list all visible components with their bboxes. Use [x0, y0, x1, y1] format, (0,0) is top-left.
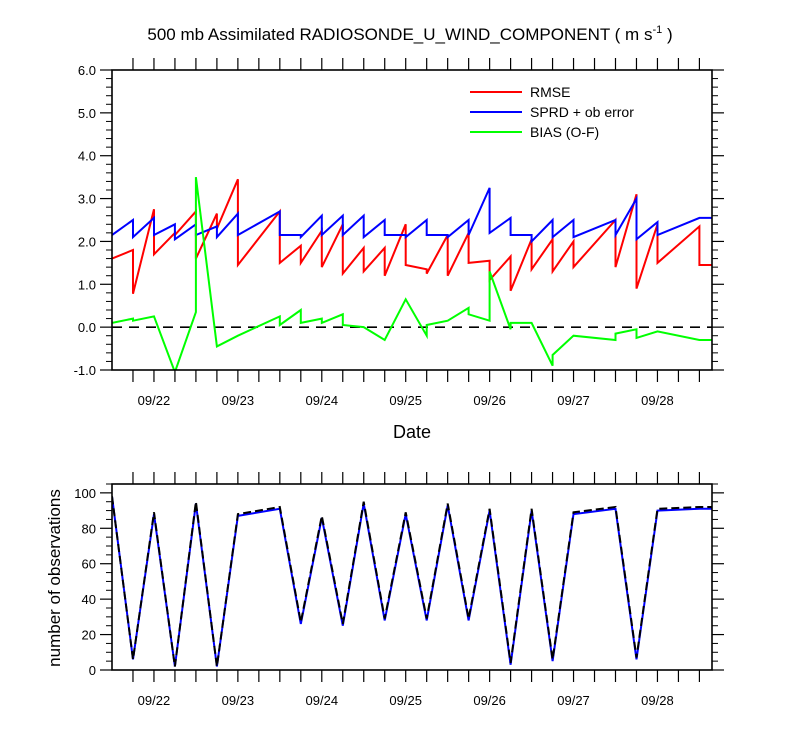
top-y-tick-label: 4.0 — [78, 149, 96, 164]
bottom-y-tick-label: 40 — [82, 592, 96, 607]
bottom-x-tick-label: 09/23 — [222, 693, 255, 708]
bottom-panel: 0 20 40 60 80 100 09/22 09/23 09/24 09/25 09/26 09/… — [45, 472, 724, 708]
bottom-plot-frame — [111, 483, 713, 671]
bottom-series-observations-assimilated — [112, 496, 712, 667]
bottom-x-tick-label: 09/24 — [306, 693, 339, 708]
bottom-x-tick-label: 09/28 — [641, 693, 674, 708]
bottom-series-observations-total — [112, 496, 712, 667]
top-y-tick-label: 1.0 — [78, 277, 96, 292]
bottom-y-tick-label: 20 — [82, 628, 96, 643]
top-y-tick-label: 6.0 — [78, 63, 96, 78]
x-axis-label: Date — [393, 422, 431, 442]
bottom-axes: 0 20 40 60 80 100 09/22 09/23 09/24 09/25 09/26 09/… — [74, 472, 724, 708]
top-x-tick-label: 09/28 — [641, 393, 674, 408]
top-y-tick-label: 0.0 — [78, 320, 96, 335]
top-x-tick-label: 09/22 — [138, 393, 171, 408]
top-series-group — [112, 176, 712, 370]
top-y-tick-label: 2.0 — [78, 234, 96, 249]
legend-label-sprd: SPRD + ob error — [530, 104, 634, 120]
top-x-tick-label: 09/26 — [473, 393, 506, 408]
top-series-bias-o-f — [112, 176, 712, 370]
bottom-x-tick-label: 09/27 — [557, 693, 590, 708]
bottom-series-group — [112, 496, 712, 667]
bottom-y-tick-label: 0 — [89, 663, 96, 678]
bottom-y-tick-label: 60 — [82, 557, 96, 572]
bottom-x-tick-label: 09/26 — [473, 693, 506, 708]
top-x-tick-label: 09/25 — [389, 393, 422, 408]
legend: RMSE SPRD + ob error BIAS (O-F) — [470, 84, 634, 140]
top-x-tick-label: 09/27 — [557, 393, 590, 408]
top-y-tick-label: 5.0 — [78, 106, 96, 121]
top-y-tick-label: 3.0 — [78, 192, 96, 207]
top-series-rmse — [112, 178, 712, 294]
top-y-tick-label: -1.0 — [74, 363, 96, 378]
top-x-tick-label: 09/23 — [222, 393, 255, 408]
top-plot-frame — [111, 69, 713, 371]
top-axes: -1.0 0.0 1.0 2.0 3.0 4.0 5.0 6.0 09/22 09/23 09/24… — [74, 58, 724, 408]
bottom-y-tick-label: 80 — [82, 521, 96, 536]
bottom-x-tick-label: 09/25 — [389, 693, 422, 708]
chart-title: 500 mb Assimilated RADIOSONDE_U_WIND_COM… — [147, 24, 672, 44]
legend-label-bias: BIAS (O-F) — [530, 124, 599, 140]
y-axis-label-observations: number of observations — [45, 489, 64, 667]
top-x-tick-label: 09/24 — [306, 393, 339, 408]
top-panel: -1.0 0.0 1.0 2.0 3.0 4.0 5.0 6.0 09/22 09/23 09/24… — [74, 58, 724, 442]
bottom-y-tick-label: 100 — [74, 486, 96, 501]
legend-label-rmse: RMSE — [530, 84, 570, 100]
bottom-x-tick-label: 09/22 — [138, 693, 171, 708]
